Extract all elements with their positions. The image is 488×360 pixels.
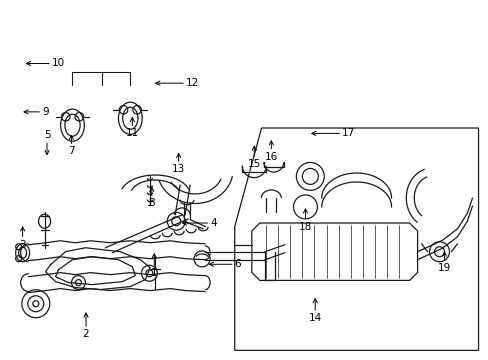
- Text: 5: 5: [43, 130, 50, 154]
- Text: 2: 2: [82, 313, 89, 339]
- Text: 15: 15: [247, 146, 260, 169]
- Text: 6: 6: [209, 259, 241, 269]
- Text: 13: 13: [172, 153, 185, 174]
- Text: 3: 3: [20, 227, 26, 249]
- Text: 10: 10: [26, 58, 65, 68]
- Text: 19: 19: [437, 252, 450, 273]
- Text: 7: 7: [68, 135, 75, 156]
- Text: 11: 11: [125, 117, 139, 138]
- Text: 18: 18: [298, 209, 311, 231]
- Text: 14: 14: [308, 299, 321, 323]
- Text: 17: 17: [311, 129, 355, 138]
- Text: 1: 1: [151, 254, 157, 278]
- Text: 16: 16: [264, 141, 277, 162]
- Text: 12: 12: [155, 78, 199, 88]
- Text: 9: 9: [24, 107, 49, 117]
- Text: 4: 4: [182, 218, 217, 228]
- Text: 8: 8: [148, 188, 155, 208]
